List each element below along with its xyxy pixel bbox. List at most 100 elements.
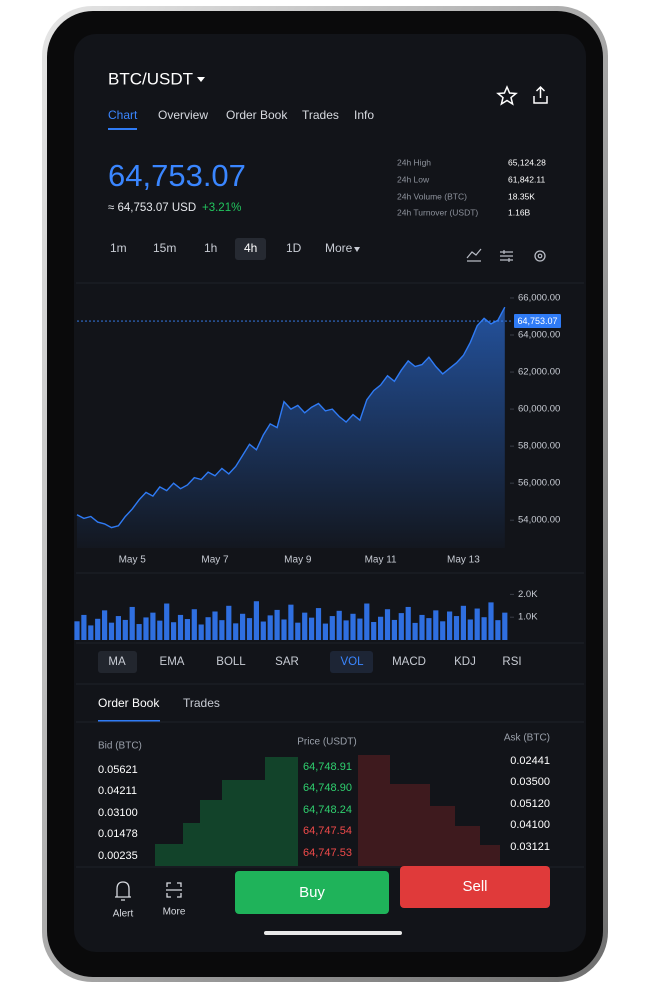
volume-bar bbox=[364, 603, 370, 640]
buy-button[interactable] bbox=[235, 871, 389, 914]
alert-icon[interactable] bbox=[115, 881, 131, 901]
indicator[interactable]: SAR bbox=[275, 656, 299, 668]
orderbook-tab[interactable]: Trades bbox=[183, 696, 220, 710]
volume-chart: 1.0K 2.0K bbox=[74, 589, 538, 640]
price-level: 64,748.24 bbox=[303, 804, 352, 816]
indicator-highlight bbox=[98, 651, 137, 673]
bid-size: 0.04211 bbox=[98, 785, 137, 797]
price-line bbox=[76, 306, 506, 529]
orderbook-tab[interactable]: Order Book bbox=[98, 696, 160, 710]
buy-label[interactable]: Buy bbox=[299, 884, 325, 901]
interval[interactable]: 1h bbox=[204, 241, 217, 255]
bid-header: Bid (BTC) bbox=[98, 741, 142, 752]
indicator[interactable]: MA bbox=[108, 656, 126, 668]
indicator[interactable]: MACD bbox=[392, 656, 426, 668]
volume-bar bbox=[336, 610, 342, 640]
last-price: 64,753.07 bbox=[108, 158, 246, 193]
stat-label: 24h High bbox=[397, 157, 431, 167]
pair-title[interactable]: BTC/USDT bbox=[108, 69, 193, 88]
volume-bar bbox=[453, 616, 460, 640]
volume-bar bbox=[157, 620, 163, 640]
y-tick-label: 60,000.00 bbox=[518, 404, 560, 415]
volume-bar bbox=[177, 614, 184, 640]
more-icon[interactable] bbox=[166, 882, 182, 898]
ask-size: 0.03500 bbox=[510, 776, 550, 788]
x-tick-label: May 5 bbox=[119, 555, 147, 566]
sell-button[interactable] bbox=[400, 866, 550, 908]
tab[interactable]: Overview bbox=[158, 108, 208, 122]
volume-bar bbox=[74, 621, 80, 640]
volume-bar bbox=[502, 612, 508, 640]
share-icon[interactable] bbox=[533, 85, 548, 104]
volume-bar bbox=[474, 608, 480, 640]
indicator[interactable]: BOLL bbox=[216, 656, 246, 668]
volume-bar bbox=[309, 617, 315, 640]
interval[interactable]: 15m bbox=[153, 241, 176, 255]
interval[interactable]: 4h bbox=[244, 241, 257, 255]
volume-bar bbox=[102, 610, 108, 640]
nav-more[interactable]: More bbox=[163, 907, 186, 918]
interval[interactable]: 1m bbox=[110, 241, 127, 255]
interval[interactable]: More bbox=[325, 241, 353, 255]
volume-bar bbox=[122, 619, 128, 640]
tab-bar: Chart Overview Order Book Trades Info bbox=[108, 108, 374, 122]
indicator[interactable]: KDJ bbox=[454, 656, 476, 668]
volume-bar bbox=[488, 602, 494, 640]
volume-bar bbox=[136, 624, 142, 640]
volume-bar bbox=[143, 617, 149, 640]
volume-bar bbox=[315, 608, 322, 640]
stats: 24h High 65,124.28 24h Low 61,842.11 24h Vol… bbox=[397, 157, 546, 217]
volume-bar bbox=[398, 613, 404, 640]
volume-bar bbox=[81, 614, 87, 640]
stat-value: 61,842.11 bbox=[508, 174, 545, 184]
price-header: Price (USDT) bbox=[297, 737, 356, 748]
volume-bar bbox=[412, 622, 418, 640]
volume-bar bbox=[267, 615, 273, 640]
tab[interactable]: Order Book bbox=[226, 108, 288, 122]
volume-bar bbox=[295, 622, 301, 640]
bid-size: 0.01478 bbox=[98, 828, 138, 840]
indicator[interactable]: EMA bbox=[160, 656, 185, 668]
price-change: +3.21% bbox=[202, 202, 241, 214]
volume-bar bbox=[233, 623, 239, 640]
dropdown-caret[interactable] bbox=[197, 77, 205, 82]
settings-icon-core bbox=[537, 253, 543, 259]
volume-bar bbox=[343, 620, 349, 640]
volume-bar bbox=[426, 618, 432, 640]
interval-highlight bbox=[235, 238, 266, 260]
tab[interactable]: Chart bbox=[108, 108, 138, 122]
indicator-icon[interactable] bbox=[500, 250, 513, 262]
chart-type-icon[interactable] bbox=[466, 248, 482, 262]
volume-bar bbox=[378, 616, 384, 640]
volume-bar bbox=[419, 614, 425, 640]
volume-bar bbox=[371, 621, 377, 640]
x-tick-label: May 11 bbox=[365, 555, 397, 566]
settings-icon[interactable] bbox=[534, 250, 546, 262]
stat-value: 1.16B bbox=[508, 207, 531, 217]
x-tick-label: May 9 bbox=[284, 555, 312, 566]
tab[interactable]: Info bbox=[354, 108, 374, 122]
volume-bar bbox=[322, 623, 328, 640]
volume-bar bbox=[391, 619, 397, 640]
sell-label[interactable]: Sell bbox=[462, 878, 487, 895]
tab[interactable]: Trades bbox=[302, 108, 339, 122]
stat-label: 24h Turnover (USDT) bbox=[397, 207, 478, 217]
indicator[interactable]: RSI bbox=[502, 656, 521, 668]
y-tick-label: 56,000.00 bbox=[518, 478, 560, 489]
volume-bar bbox=[281, 619, 287, 640]
volume-bar bbox=[495, 620, 501, 640]
y-tick-label: 1.0K bbox=[518, 612, 538, 623]
volume-bar bbox=[108, 622, 115, 640]
interval[interactable]: 1D bbox=[286, 241, 302, 255]
indicator[interactable]: VOL bbox=[340, 656, 364, 668]
volume-bar bbox=[226, 605, 232, 640]
y-tick-label: 66,000.00 bbox=[518, 292, 560, 303]
price-level: 64,748.90 bbox=[303, 782, 352, 794]
bid-size: 0.03100 bbox=[98, 807, 138, 819]
favorite-icon[interactable] bbox=[496, 85, 518, 106]
nav-alert[interactable]: Alert bbox=[113, 909, 134, 920]
volume-bar bbox=[95, 618, 101, 640]
volume-bar bbox=[115, 616, 121, 640]
